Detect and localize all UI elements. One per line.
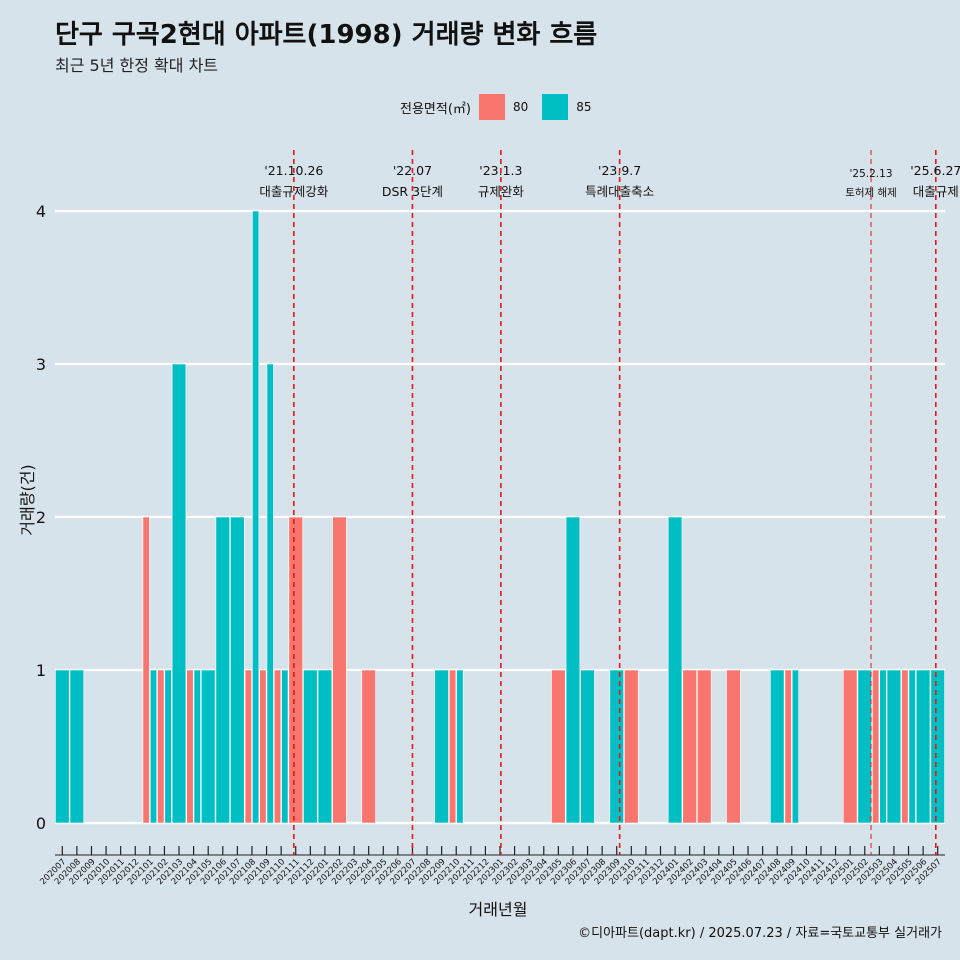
bar-80-202210 — [449, 669, 457, 824]
bar-85-202102 — [164, 669, 172, 824]
y-tick-label: 4 — [36, 202, 46, 221]
bar-85-202105 — [201, 669, 216, 824]
legend-title: 전용면적(㎡) — [400, 101, 471, 117]
annotation-label: 대출규제강화 — [259, 184, 329, 199]
bar-85-202306 — [565, 516, 581, 824]
bar-80-202402 — [682, 669, 697, 824]
annotation-date: '25.2.13 — [850, 168, 893, 180]
bar-85-202110 — [281, 669, 289, 824]
bar-80-202305 — [551, 669, 566, 824]
legend-label-85: 85 — [576, 100, 592, 114]
bar-80-202101 — [142, 516, 150, 824]
bar-85-202502 — [857, 669, 872, 824]
bar-85-202007 — [55, 669, 70, 824]
bar-80-202405 — [726, 669, 741, 824]
bar-85-202106 — [215, 516, 230, 824]
bar-85-202307 — [580, 669, 595, 824]
bar-85-202505 — [908, 669, 916, 824]
bar-80-202102 — [157, 669, 165, 824]
bar-85-202409 — [791, 669, 799, 824]
bar-85-202103 — [171, 363, 187, 824]
bar-85-202504 — [886, 669, 902, 824]
y-tick-label: 3 — [36, 355, 46, 374]
bar-80-202503 — [872, 669, 880, 824]
bar-80-202310 — [624, 669, 639, 824]
legend: 전용면적(㎡) 80 85 — [400, 93, 598, 121]
annotation-label: 토허제 해제 — [845, 186, 897, 199]
bar-85-202101 — [149, 669, 158, 824]
bar-80-202109 — [259, 669, 267, 824]
legend-swatch-80 — [478, 94, 505, 120]
chart-title: 단구 구곡2현대 아파트(1998) 거래량 변화 흐름 — [55, 20, 598, 50]
bar-80-202403 — [697, 669, 712, 824]
legend-swatch-85 — [542, 94, 569, 120]
bar-80-202111 — [288, 516, 303, 824]
bar-80-202204 — [361, 669, 376, 824]
annotation-label: 규제완화 — [478, 184, 525, 199]
annotation-date: '23.1.3 — [479, 163, 522, 178]
bar-85-202210 — [456, 669, 464, 824]
chart-subtitle: 최근 5년 한정 확대 차트 — [55, 56, 219, 75]
annotation-label: 특례대출축소 — [585, 184, 654, 199]
y-tick-label: 0 — [36, 814, 46, 833]
bar-80-202505 — [901, 669, 909, 824]
annotation-date: '22.07 — [393, 163, 432, 178]
bar-80-202110 — [273, 669, 282, 824]
bar-85-202209 — [434, 669, 449, 824]
bar-85-202503 — [879, 669, 887, 824]
bar-85-202109 — [266, 363, 274, 824]
bar-80-202409 — [784, 669, 792, 824]
annotation-date: '21.10.26 — [264, 163, 323, 178]
source-caption: ©디아파트(dapt.kr) / 2025.07.23 / 자료=국토교통부 실… — [578, 926, 942, 941]
bar-85-202008 — [69, 669, 85, 824]
bar-85-202104 — [193, 669, 201, 824]
bar-85-202506 — [915, 669, 931, 824]
bar-85-202112 — [303, 669, 318, 824]
x-axis-title: 거래년월 — [469, 900, 528, 919]
bar-85-202309 — [609, 669, 624, 824]
bar-85-202408 — [770, 669, 785, 824]
annotation-label: DSR 3단계 — [382, 184, 443, 199]
y-tick-label: 2 — [36, 508, 46, 527]
bar-80-202501 — [842, 669, 858, 824]
bar-80-202108 — [244, 669, 252, 824]
annotation-date: '25.6.27 — [910, 163, 960, 178]
y-axis-title: 거래량(건) — [18, 464, 37, 535]
annotation-label: 대출규제 — [913, 184, 959, 199]
bar-80-202104 — [186, 669, 194, 824]
bar-85-202201 — [317, 669, 333, 824]
y-tick-label: 1 — [36, 661, 46, 680]
bar-85-202108 — [252, 210, 260, 824]
legend-label-80: 80 — [512, 100, 529, 114]
bar-80-202202 — [332, 516, 347, 824]
bar-85-202507 — [930, 669, 945, 824]
bar-85-202107 — [230, 516, 245, 824]
bar-85-202401 — [667, 516, 683, 824]
annotation-date: '23.9.7 — [598, 163, 641, 178]
